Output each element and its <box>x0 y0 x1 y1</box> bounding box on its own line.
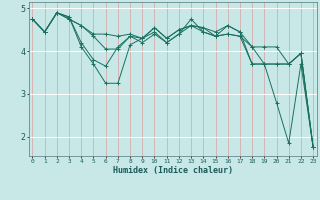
X-axis label: Humidex (Indice chaleur): Humidex (Indice chaleur) <box>113 166 233 175</box>
